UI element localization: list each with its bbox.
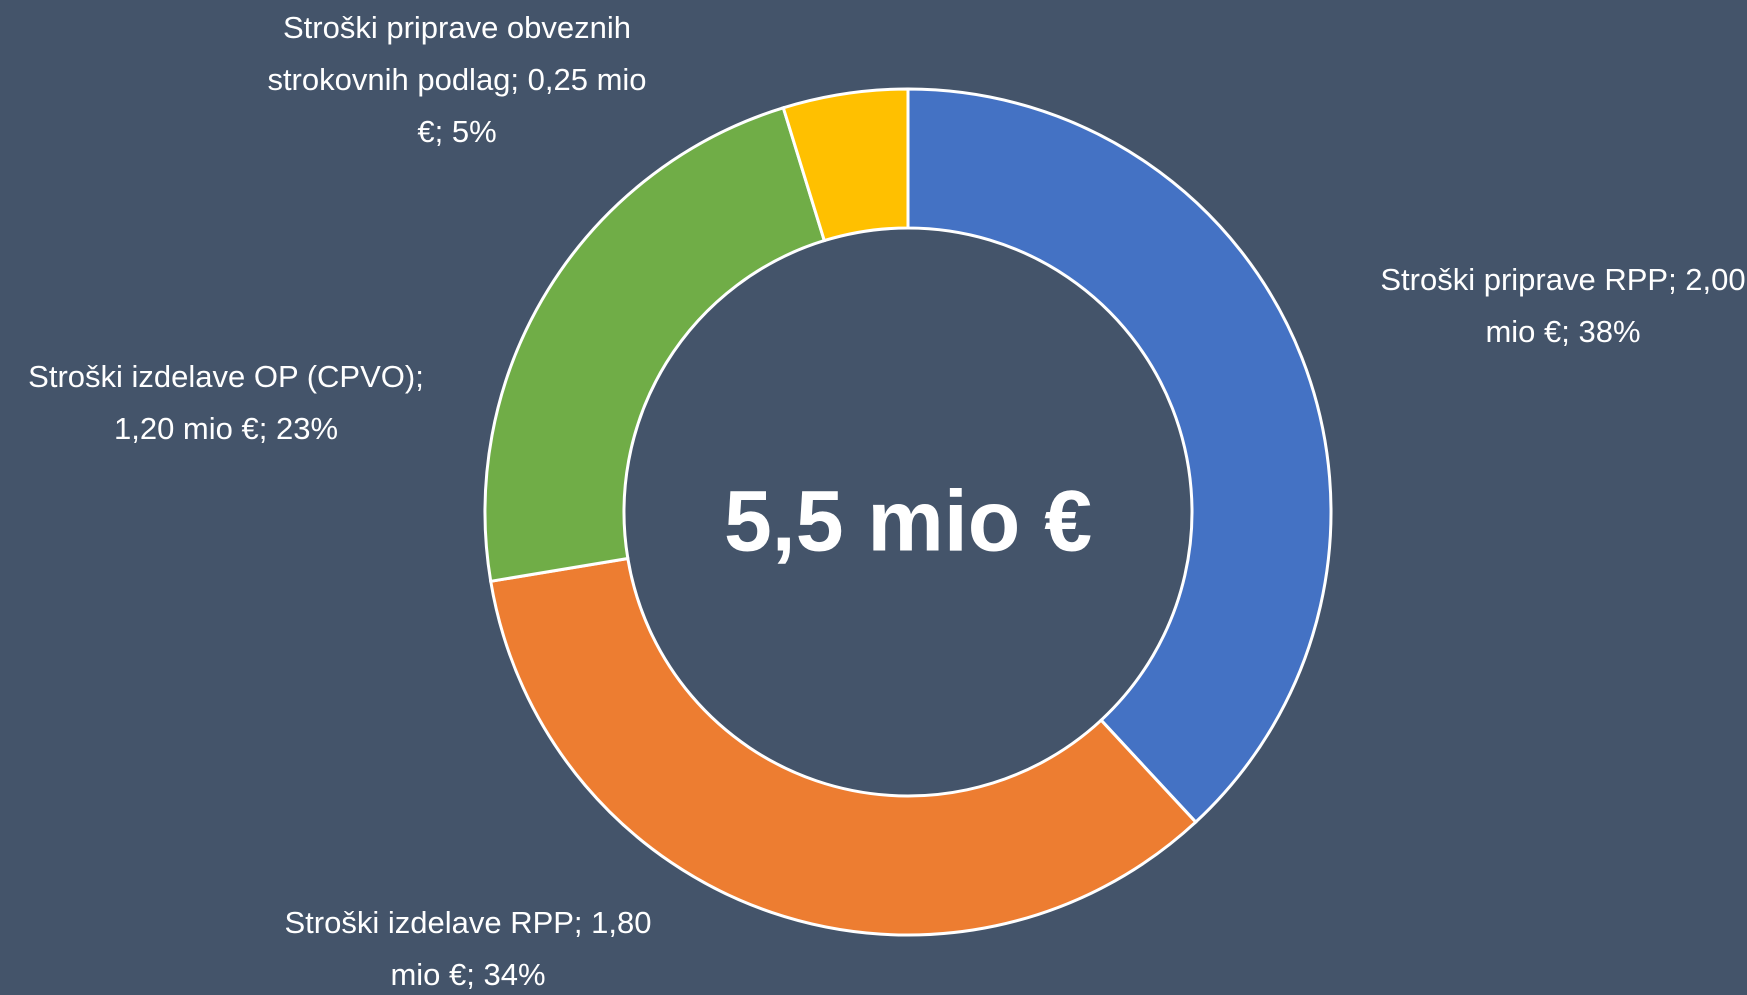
data-label: Stroški izdelave OP (CPVO); 1,20 mio €; … xyxy=(28,359,424,446)
center-label: 5,5 mio € xyxy=(723,473,1093,570)
donut-slice xyxy=(488,556,1198,937)
donut-slice xyxy=(781,87,910,243)
donut-slice xyxy=(906,87,1333,825)
data-label: Stroški priprave RPP; 2,00 mio €; 38% xyxy=(1380,262,1746,349)
data-label: Stroški priprave obveznih strokovnih pod… xyxy=(267,10,647,149)
data-label: Stroški izdelave RPP; 1,80 mio €; 34% xyxy=(284,905,652,992)
donut-slice xyxy=(483,105,827,584)
